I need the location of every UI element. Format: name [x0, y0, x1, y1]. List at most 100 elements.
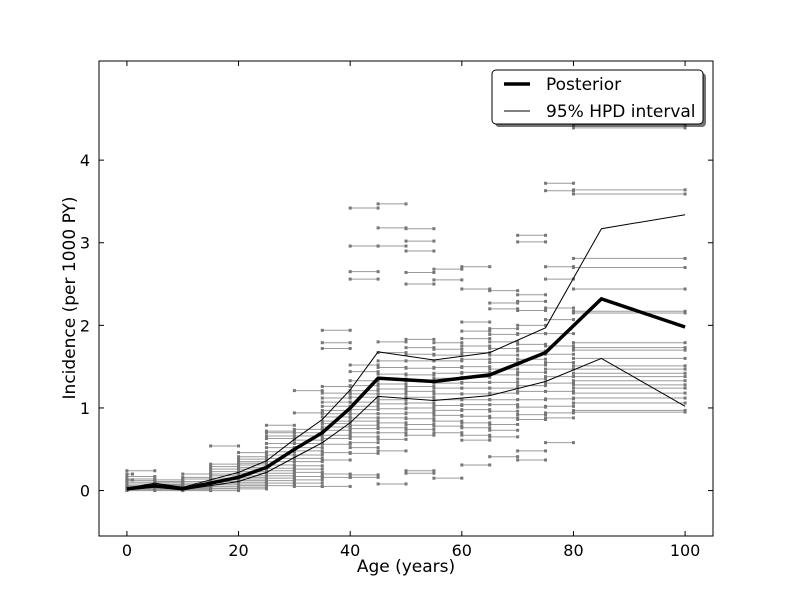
data-segment-start-6-18 [264, 481, 268, 485]
data-segment-start-4-6 [209, 474, 213, 478]
data-segment-start-8-2 [320, 346, 324, 350]
data-segment-start-4-14 [209, 487, 213, 491]
data-segment-start-5-13 [237, 479, 241, 483]
data-segment-end-11-10 [432, 373, 436, 377]
data-segment-end-11-23 [432, 471, 436, 475]
y-tick-label-4: 4 [80, 151, 90, 170]
data-segment-start-10-10 [376, 387, 380, 391]
data-segment-start-7-1 [292, 411, 296, 415]
data-segment-start-11-20 [404, 427, 408, 431]
data-segment-start-10-6 [376, 365, 380, 369]
data-segment-start-6-8 [264, 453, 268, 457]
data-segment-start-6-11 [264, 463, 268, 467]
data-segment-end-14-10 [516, 373, 520, 377]
data-segment-end-11-14 [432, 395, 436, 399]
data-segment-end-12-0 [460, 267, 464, 271]
data-segment-end-8-22 [348, 484, 352, 488]
data-segment-start-16-6 [544, 332, 548, 336]
posterior-line [126, 296, 686, 491]
data-segment-start-8-5 [320, 396, 324, 400]
data-segment-end-5-17 [264, 485, 268, 489]
data-segment-start-10-16 [376, 416, 380, 420]
data-segment-start-8-19 [320, 458, 324, 462]
data-segment-end-14-5 [516, 340, 520, 344]
data-segment-start-4-2 [209, 465, 213, 469]
data-segment-start-5-9 [237, 471, 241, 475]
data-segment-end-17-8 [683, 311, 687, 315]
data-segment-start-7-17 [292, 481, 296, 485]
data-segment-start-8-10 [320, 415, 324, 419]
data-segment-start-7-11 [292, 460, 296, 464]
data-segment-start-9-21 [348, 441, 352, 445]
data-segment-start-4-15 [209, 489, 213, 493]
data-segment-start-3-0 [181, 472, 185, 476]
data-segment-start-9-22 [348, 446, 352, 450]
data-segment-end-17-11 [683, 348, 687, 352]
data-segment-start-8-12 [320, 422, 324, 426]
data-segment-start-16-12 [544, 381, 548, 385]
data-segment-end-10-9 [404, 382, 408, 386]
data-segment-start-5-8 [237, 470, 241, 474]
data-segment-start-11-17 [404, 411, 408, 415]
data-segment-end-13-3 [488, 329, 492, 333]
data-segment-start-10-15 [376, 412, 380, 416]
data-segment-start-8-15 [320, 433, 324, 437]
data-segment-start-16-10 [544, 367, 548, 371]
data-segment-end-15-2 [544, 293, 548, 297]
data-segment-start-10-20 [376, 437, 380, 441]
data-segment-start-11-8 [404, 359, 408, 363]
data-segment-end-8-15 [348, 433, 352, 437]
data-segment-start-17-13 [571, 364, 575, 368]
data-segment-end-17-19 [683, 386, 687, 390]
data-segment-start-14-3 [488, 327, 492, 331]
data-segment-start-14-14 [488, 398, 492, 402]
data-segment-start-5-4 [237, 461, 241, 465]
data-segment-end-9-0 [376, 206, 380, 210]
data-segment-end-17-1 [683, 126, 687, 130]
data-segment-start-7-3 [292, 431, 296, 435]
data-segment-start-11-23 [404, 471, 408, 475]
data-segment-start-15-13 [516, 384, 520, 388]
data-segment-start-13-3 [460, 329, 464, 333]
data-segment-start-15-8 [516, 349, 520, 353]
data-segment-start-12-8 [432, 376, 436, 380]
data-segment-end-14-2 [516, 307, 520, 311]
data-segment-start-8-3 [320, 384, 324, 388]
data-segment-end-13-10 [488, 375, 492, 379]
data-segment-start-9-15 [348, 416, 352, 420]
data-segment-start-7-14 [292, 470, 296, 474]
data-segment-start-13-15 [460, 403, 464, 407]
data-segment-end-11-15 [432, 401, 436, 405]
data-segment-start-8-9 [320, 412, 324, 416]
x-tick-label-0: 0 [122, 541, 132, 560]
data-segment-start-12-11 [432, 392, 436, 396]
data-segment-start-13-13 [460, 392, 464, 396]
data-segment-end-17-7 [683, 309, 687, 313]
data-segment-start-16-18 [544, 441, 548, 445]
data-segment-start-9-25 [348, 475, 352, 479]
data-segment-end-8-14 [348, 428, 352, 432]
data-segment-end-14-1 [516, 301, 520, 305]
data-segment-end-7-10 [320, 456, 324, 460]
data-segment-start-12-6 [432, 365, 436, 369]
data-segment-end-10-18 [404, 426, 408, 430]
data-segment-start-9-6 [348, 379, 352, 383]
data-segment-end-16-15 [571, 404, 575, 408]
data-segment-end-15-7 [544, 342, 548, 346]
data-segment-start-13-20 [460, 433, 464, 437]
data-segment-end-16-18 [571, 441, 575, 445]
data-segment-start-6-3 [264, 434, 268, 438]
data-segment-start-3-2 [181, 477, 185, 481]
data-segment-end-10-2 [404, 244, 408, 248]
data-segment-start-14-5 [488, 340, 492, 344]
data-segment-start-6-7 [264, 450, 268, 454]
data-segment-end-16-12 [571, 381, 575, 385]
data-segment-end-11-20 [432, 427, 436, 431]
data-segment-end-11-12 [432, 384, 436, 388]
data-segment-start-13-16 [460, 408, 464, 412]
data-segment-start-14-20 [488, 435, 492, 439]
data-segment-start-7-13 [292, 467, 296, 471]
hpd-lower-line [126, 357, 686, 491]
data-segment-end-17-12 [683, 356, 687, 360]
data-segment-end-11-22 [432, 469, 436, 473]
